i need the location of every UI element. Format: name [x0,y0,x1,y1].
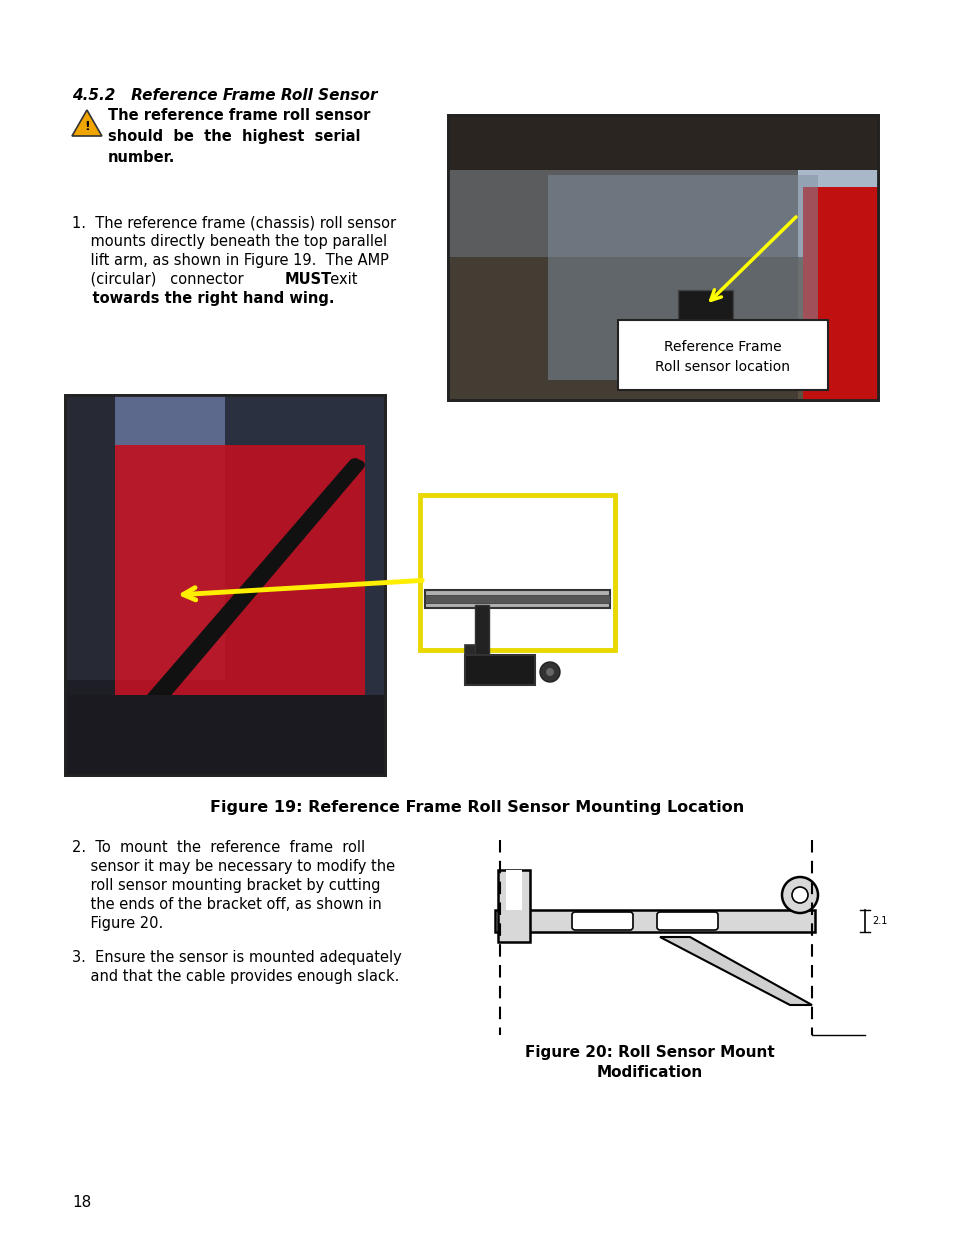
Text: should  be  the  highest  serial: should be the highest serial [108,128,360,144]
Text: exit: exit [320,272,357,287]
Circle shape [781,877,817,913]
Polygon shape [464,645,535,685]
Text: sensor it may be necessary to modify the: sensor it may be necessary to modify the [71,860,395,874]
Bar [65,395,385,776]
Polygon shape [659,937,811,1005]
Text: Reference Frame: Reference Frame [663,340,781,354]
Bar [448,115,797,400]
Bar [448,115,877,170]
FancyBboxPatch shape [657,911,718,930]
Polygon shape [71,110,102,136]
Bar [65,395,225,680]
Text: Figure 20: Roll Sensor Mount: Figure 20: Roll Sensor Mount [524,1045,774,1060]
Text: 2.1: 2.1 [871,916,886,926]
Bar [115,445,365,755]
Bar [65,395,385,776]
Bar [419,495,615,650]
Text: 4.5.2   Reference Frame Roll Sensor: 4.5.2 Reference Frame Roll Sensor [71,88,377,103]
Circle shape [539,662,559,682]
Text: Modification: Modification [597,1065,702,1079]
Bar [475,605,489,659]
Text: The reference frame roll sensor: The reference frame roll sensor [108,107,370,124]
Text: 2.  To  mount  the  reference  frame  roll: 2. To mount the reference frame roll [71,840,365,855]
Bar [505,869,521,910]
Bar [448,115,877,400]
Text: towards the right hand wing.: towards the right hand wing. [71,291,335,306]
Bar [495,910,814,932]
Bar [547,175,817,380]
Bar [448,115,877,257]
Bar [448,115,877,400]
Bar [424,595,609,603]
Bar [464,655,535,685]
Bar [439,820,859,1030]
Text: Figure 20.: Figure 20. [71,916,163,931]
Text: number.: number. [108,149,175,165]
Text: roll sensor mounting bracket by cutting: roll sensor mounting bracket by cutting [71,878,380,893]
Text: 18: 18 [71,1195,91,1210]
Text: the ends of the bracket off, as shown in: the ends of the bracket off, as shown in [71,897,381,911]
Text: Roll sensor location: Roll sensor location [655,359,790,374]
Text: mounts directly beneath the top parallel: mounts directly beneath the top parallel [71,233,387,249]
Bar [618,320,827,390]
Text: (circular)   connector: (circular) connector [71,272,248,287]
Text: MUST: MUST [285,272,332,287]
Bar [424,590,609,608]
Text: !: ! [84,120,90,132]
Text: and that the cable provides enough slack.: and that the cable provides enough slack… [71,969,399,984]
Circle shape [545,668,554,676]
Bar [65,695,385,776]
Text: Figure 19: Reference Frame Roll Sensor Mounting Location: Figure 19: Reference Frame Roll Sensor M… [210,800,743,815]
Bar [65,395,115,776]
Bar [497,869,530,942]
Bar [802,186,877,400]
Text: 1.  The reference frame (chassis) roll sensor: 1. The reference frame (chassis) roll se… [71,215,395,230]
Bar [678,290,732,325]
Text: lift arm, as shown in Figure 19.  The AMP: lift arm, as shown in Figure 19. The AMP [71,253,389,268]
Circle shape [791,887,807,903]
FancyBboxPatch shape [572,911,633,930]
Text: 3.  Ensure the sensor is mounted adequately: 3. Ensure the sensor is mounted adequate… [71,950,401,965]
